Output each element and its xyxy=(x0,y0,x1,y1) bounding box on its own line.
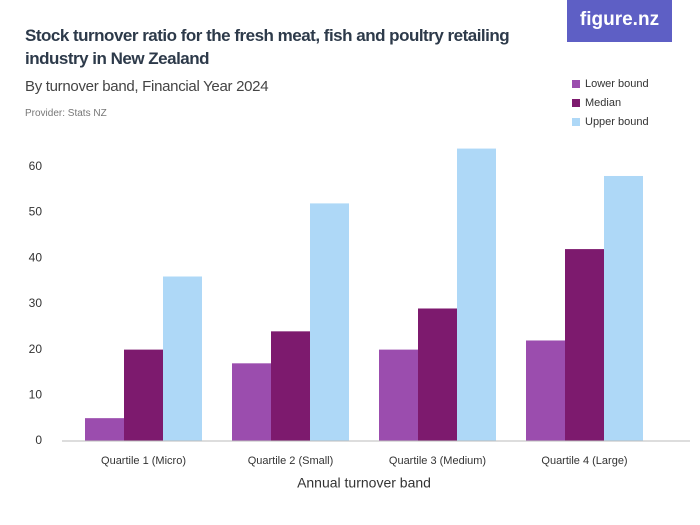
y-tick-label: 50 xyxy=(29,205,43,219)
bar xyxy=(457,148,496,442)
chart-title: Stock turnover ratio for the fresh meat,… xyxy=(25,26,510,68)
legend-swatch xyxy=(572,80,580,88)
legend-label: Median xyxy=(585,97,621,109)
bar xyxy=(418,308,457,441)
bar xyxy=(163,276,202,441)
brand-logo: figure.nz xyxy=(567,0,672,42)
bar xyxy=(565,249,604,441)
x-axis-title: Annual turnover band xyxy=(297,475,431,491)
source: Provider: Stats NZ xyxy=(25,108,107,119)
bar xyxy=(85,418,124,441)
x-tick-label: Quartile 4 (Large) xyxy=(541,455,627,467)
bar xyxy=(379,349,418,441)
y-tick-label: 30 xyxy=(29,296,43,310)
x-tick-label: Quartile 3 (Medium) xyxy=(389,455,486,467)
bar xyxy=(604,175,643,441)
legend-label: Lower bound xyxy=(585,78,649,90)
chart-subtitle: By turnover band, Financial Year 2024 xyxy=(25,78,269,95)
x-tick-label: Quartile 2 (Small) xyxy=(248,455,334,467)
bar xyxy=(310,203,349,441)
x-tick-label: Quartile 1 (Micro) xyxy=(101,455,186,467)
y-tick-label: 60 xyxy=(29,159,43,173)
y-tick-label: 40 xyxy=(29,250,43,264)
y-tick-label: 20 xyxy=(29,342,43,356)
legend-swatch xyxy=(572,118,580,126)
bar xyxy=(526,340,565,441)
legend-swatch xyxy=(572,99,580,107)
bar xyxy=(124,349,163,441)
bar xyxy=(271,331,310,441)
y-tick-label: 0 xyxy=(35,433,42,447)
bar xyxy=(232,363,271,441)
y-tick-label: 10 xyxy=(29,387,43,401)
legend-label: Upper bound xyxy=(585,116,649,128)
